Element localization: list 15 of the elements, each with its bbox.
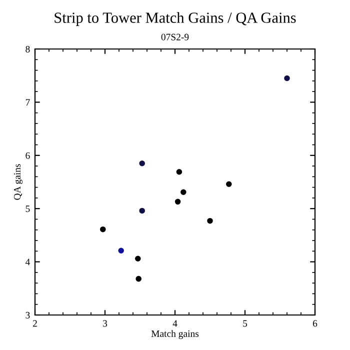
y-tick-label: 3 xyxy=(26,312,30,318)
chart-subtitle: 07S2-9 xyxy=(161,34,189,40)
y-tick-label: 6 xyxy=(26,152,30,159)
x-tick-label: 4 xyxy=(172,320,178,327)
y-axis-title: QA gains xyxy=(14,164,22,200)
x-tick-label: 5 xyxy=(243,320,248,327)
y-tick-label: 5 xyxy=(26,206,30,212)
x-tick-label: 2 xyxy=(32,320,37,327)
chart-title: Strip to Tower Match Gains / QA Gains xyxy=(54,12,296,26)
y-tick-label: 7 xyxy=(26,99,30,106)
x-tick-label: 6 xyxy=(312,320,318,327)
x-tick-label: 3 xyxy=(103,320,108,327)
y-tick-label: 8 xyxy=(26,46,30,52)
y-tick-label: 4 xyxy=(25,258,30,266)
x-axis-title: Match gains xyxy=(151,330,199,339)
